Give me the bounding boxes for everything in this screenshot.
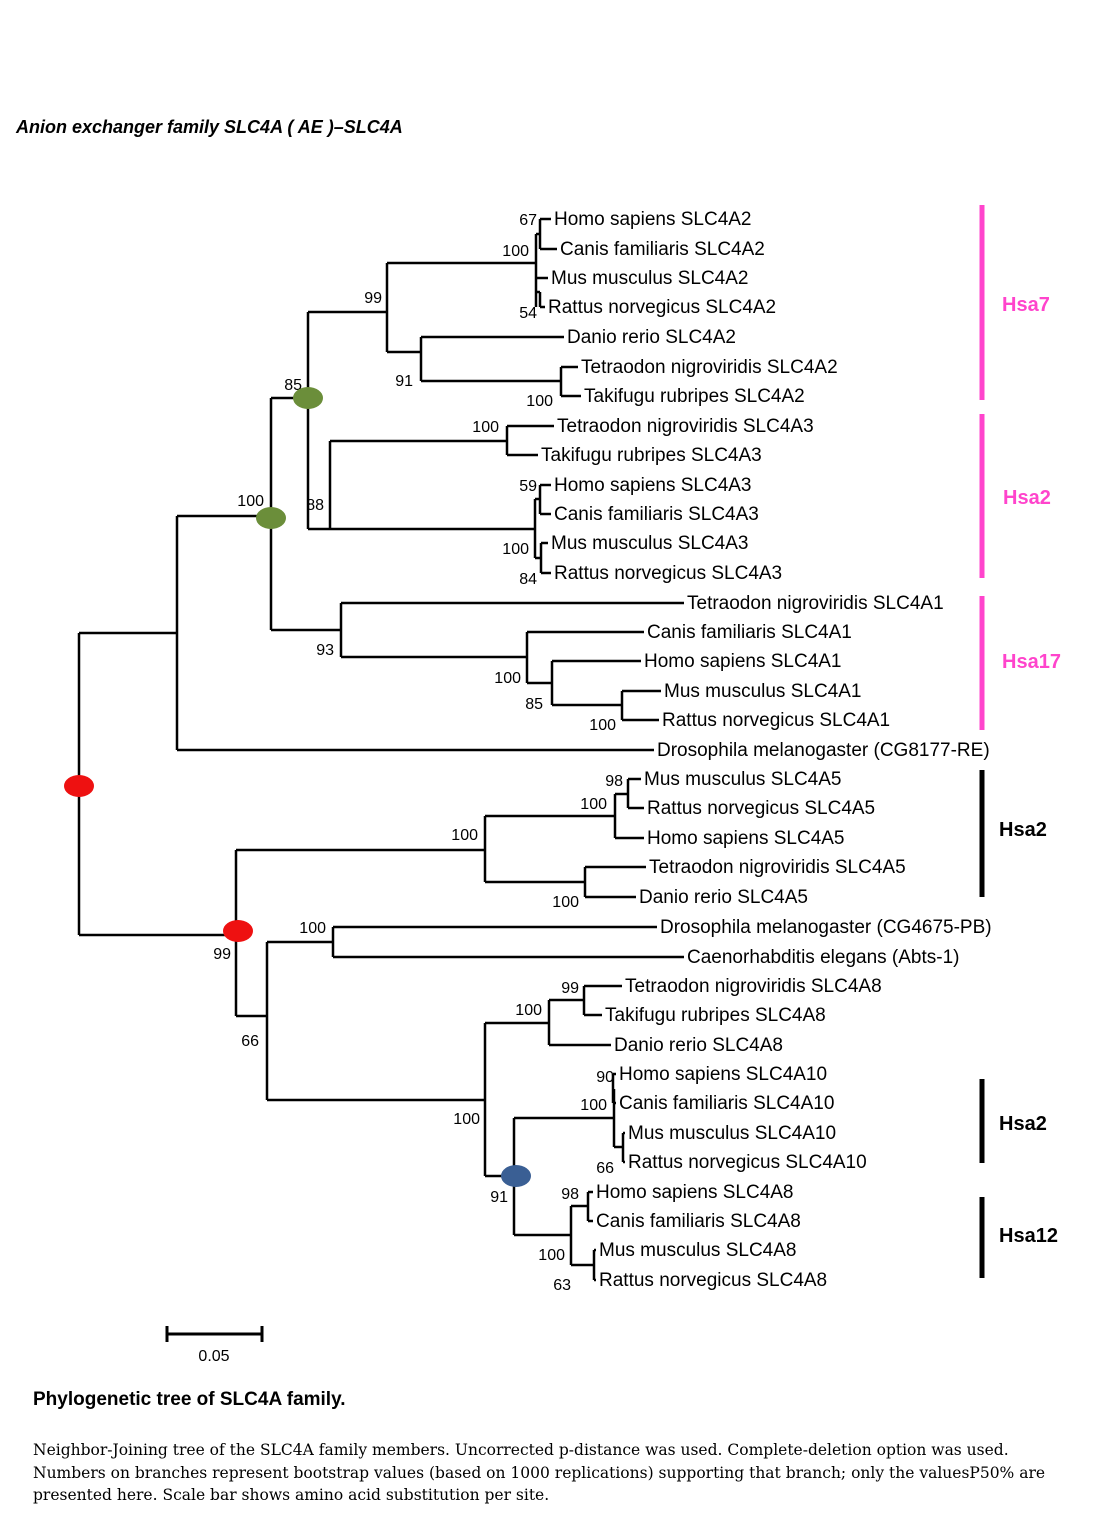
leaf-label: Caenorhabditis elegans (Abts-1) bbox=[687, 947, 960, 968]
caption-text: Neighbor-Joining tree of the SLC4A famil… bbox=[33, 1441, 1046, 1504]
phylogenetic-tree: Homo sapiens SLC4A2 Canis familiaris SLC4… bbox=[64, 205, 1061, 1365]
leaf-label: Mus musculus SLC4A10 bbox=[628, 1123, 836, 1144]
leaf-label: Homo sapiens SLC4A10 bbox=[619, 1064, 827, 1085]
bootstrap-value: 67 bbox=[519, 212, 537, 229]
leaf-label: Mus musculus SLC4A8 bbox=[599, 1240, 796, 1261]
bootstrap-value: 99 bbox=[561, 980, 579, 997]
caption-title: Phylogenetic tree of SLC4A family. bbox=[33, 1389, 346, 1410]
bootstrap-value: 91 bbox=[395, 373, 413, 390]
leaf-label: Rattus norvegicus SLC4A2 bbox=[548, 297, 776, 318]
leaf-label: Canis familiaris SLC4A3 bbox=[554, 504, 759, 525]
leaf-label: Danio rerio SLC4A5 bbox=[639, 887, 808, 908]
bootstrap-value: 100 bbox=[589, 717, 616, 734]
chromosome-label: Hsa7 bbox=[1002, 294, 1050, 316]
leaf-label: Homo sapiens SLC4A8 bbox=[596, 1182, 794, 1203]
leaf-label: Tetraodon nigroviridis SLC4A5 bbox=[649, 857, 906, 878]
bootstrap-value: 100 bbox=[526, 393, 553, 410]
leaf-label: Danio rerio SLC4A2 bbox=[567, 327, 736, 348]
bootstrap-value: 100 bbox=[515, 1002, 542, 1019]
bootstrap-value: 98 bbox=[605, 773, 623, 790]
bootstrap-value: 66 bbox=[241, 1033, 259, 1050]
leaf-label: Takifugu rubripes SLC4A8 bbox=[605, 1005, 826, 1026]
chromosome-label: Hsa2 bbox=[999, 1113, 1047, 1135]
bootstrap-value: 100 bbox=[538, 1247, 565, 1264]
bootstrap-value: 100 bbox=[472, 419, 499, 436]
bootstrap-value: 99 bbox=[213, 946, 231, 963]
leaf-label: Drosophila melanogaster (CG8177-RE) bbox=[657, 740, 990, 761]
scale-bar-label: 0.05 bbox=[198, 1348, 229, 1365]
bootstrap-value: 100 bbox=[299, 920, 326, 937]
leaf-label: Homo sapiens SLC4A3 bbox=[554, 475, 752, 496]
leaf-label: Mus musculus SLC4A3 bbox=[551, 533, 748, 554]
leaf-label: Tetraodon nigroviridis SLC4A2 bbox=[581, 357, 838, 378]
leaf-label: Rattus norvegicus SLC4A10 bbox=[628, 1152, 867, 1173]
bootstrap-value: 99 bbox=[364, 290, 382, 307]
node-marker bbox=[223, 920, 253, 942]
figure-heading: Anion exchanger family SLC4A ( AE )–SLC4… bbox=[16, 117, 403, 137]
bootstrap-value: 54 bbox=[519, 305, 537, 322]
bootstrap-value: 85 bbox=[284, 377, 302, 394]
bootstrap-value: 100 bbox=[453, 1111, 480, 1128]
node-marker bbox=[501, 1165, 531, 1187]
bootstrap-value: 59 bbox=[519, 478, 537, 495]
bootstrap-value: 100 bbox=[552, 894, 579, 911]
bootstrap-value: 100 bbox=[502, 243, 529, 260]
leaf-label: Takifugu rubripes SLC4A3 bbox=[541, 445, 762, 466]
leaf-label: Mus musculus SLC4A5 bbox=[644, 769, 841, 790]
chromosome-label: Hsa2 bbox=[999, 819, 1047, 841]
bootstrap-value: 100 bbox=[237, 493, 264, 510]
leaf-label: Canis familiaris SLC4A10 bbox=[619, 1093, 834, 1114]
bootstrap-value: 84 bbox=[519, 571, 537, 588]
bootstrap-value: 66 bbox=[596, 1160, 614, 1177]
leaf-label: Mus musculus SLC4A2 bbox=[551, 268, 748, 289]
bootstrap-value: 98 bbox=[561, 1186, 579, 1203]
leaf-label: Canis familiaris SLC4A1 bbox=[647, 622, 852, 643]
leaf-label: Canis familiaris SLC4A8 bbox=[596, 1211, 801, 1232]
bootstrap-value: 88 bbox=[306, 497, 324, 514]
bootstrap-value: 100 bbox=[451, 827, 478, 844]
leaf-label: Rattus norvegicus SLC4A1 bbox=[662, 710, 890, 731]
leaf-label: Tetraodon nigroviridis SLC4A8 bbox=[625, 976, 882, 997]
bootstrap-value: 85 bbox=[525, 696, 543, 713]
leaf-label: Rattus norvegicus SLC4A8 bbox=[599, 1270, 827, 1291]
leaf-label: Rattus norvegicus SLC4A5 bbox=[647, 798, 875, 819]
bootstrap-value: 90 bbox=[596, 1069, 614, 1086]
bootstrap-value: 91 bbox=[490, 1189, 508, 1206]
leaf-label: Tetraodon nigroviridis SLC4A3 bbox=[557, 416, 814, 437]
leaf-label: Homo sapiens SLC4A2 bbox=[554, 209, 752, 230]
bootstrap-value: 63 bbox=[553, 1277, 571, 1294]
node-marker bbox=[256, 507, 286, 529]
node-marker bbox=[64, 775, 94, 797]
bootstrap-value: 100 bbox=[580, 796, 607, 813]
leaf-label: Canis familiaris SLC4A2 bbox=[560, 239, 765, 260]
leaf-label: Drosophila melanogaster (CG4675-PB) bbox=[660, 917, 992, 938]
bootstrap-value: 100 bbox=[502, 541, 529, 558]
leaf-label: Tetraodon nigroviridis SLC4A1 bbox=[687, 593, 944, 614]
leaf-label: Homo sapiens SLC4A5 bbox=[647, 828, 845, 849]
leaf-label: Homo sapiens SLC4A1 bbox=[644, 651, 842, 672]
leaf-label: Takifugu rubripes SLC4A2 bbox=[584, 386, 805, 407]
node-marker bbox=[293, 387, 323, 409]
leaf-label: Mus musculus SLC4A1 bbox=[664, 681, 861, 702]
leaf-label: Rattus norvegicus SLC4A3 bbox=[554, 563, 782, 584]
bootstrap-value: 93 bbox=[316, 642, 334, 659]
bootstrap-value: 100 bbox=[494, 670, 521, 687]
chromosome-label: Hsa2 bbox=[1003, 487, 1051, 509]
leaf-label: Danio rerio SLC4A8 bbox=[614, 1035, 783, 1056]
bootstrap-value: 100 bbox=[580, 1097, 607, 1114]
chromosome-label: Hsa12 bbox=[999, 1225, 1058, 1247]
chromosome-label: Hsa17 bbox=[1002, 651, 1061, 673]
